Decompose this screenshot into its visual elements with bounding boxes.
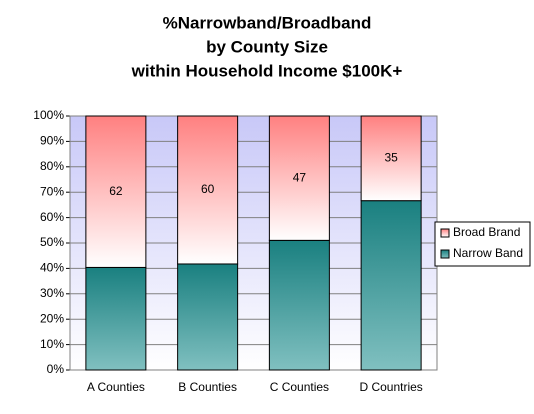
x-tick-label: B Counties (178, 380, 237, 394)
bar-segment (268, 239, 330, 371)
chart-title: by County Size (206, 37, 328, 56)
y-tick-label: 0% (47, 362, 65, 376)
y-tick-label: 90% (40, 134, 64, 148)
data-label: 35 (384, 151, 398, 165)
legend-swatch (440, 249, 450, 259)
legend-box (434, 221, 531, 267)
y-tick-label: 50% (40, 235, 64, 249)
bar-segment (360, 200, 422, 371)
legend-swatch (440, 228, 450, 238)
bar-segment (177, 115, 239, 265)
bar-segment (268, 115, 330, 241)
legend-label: Broad Brand (453, 225, 520, 239)
chart-title: within Household Income $100K+ (131, 61, 403, 80)
x-tick-label: D Countries (359, 380, 422, 394)
y-tick-label: 100% (33, 108, 64, 122)
legend-label: Narrow Band (453, 246, 523, 260)
chart-title: %Narrowband/Broadband (163, 13, 372, 32)
y-tick-label: 80% (40, 159, 64, 173)
data-label: 62 (109, 184, 123, 198)
y-tick-label: 20% (40, 311, 64, 325)
bar-segment (85, 266, 147, 371)
x-tick-label: C Counties (270, 380, 329, 394)
y-tick-label: 70% (40, 184, 64, 198)
y-tick-label: 60% (40, 210, 64, 224)
y-tick-label: 40% (40, 261, 64, 275)
bar-segment (177, 263, 239, 371)
data-label: 60 (201, 182, 215, 196)
y-tick-label: 10% (40, 337, 64, 351)
y-tick-label: 30% (40, 286, 64, 300)
x-tick-label: A Counties (87, 380, 145, 394)
bar-segment (85, 115, 147, 268)
bar-segment (360, 115, 422, 202)
data-label: 47 (293, 170, 307, 184)
